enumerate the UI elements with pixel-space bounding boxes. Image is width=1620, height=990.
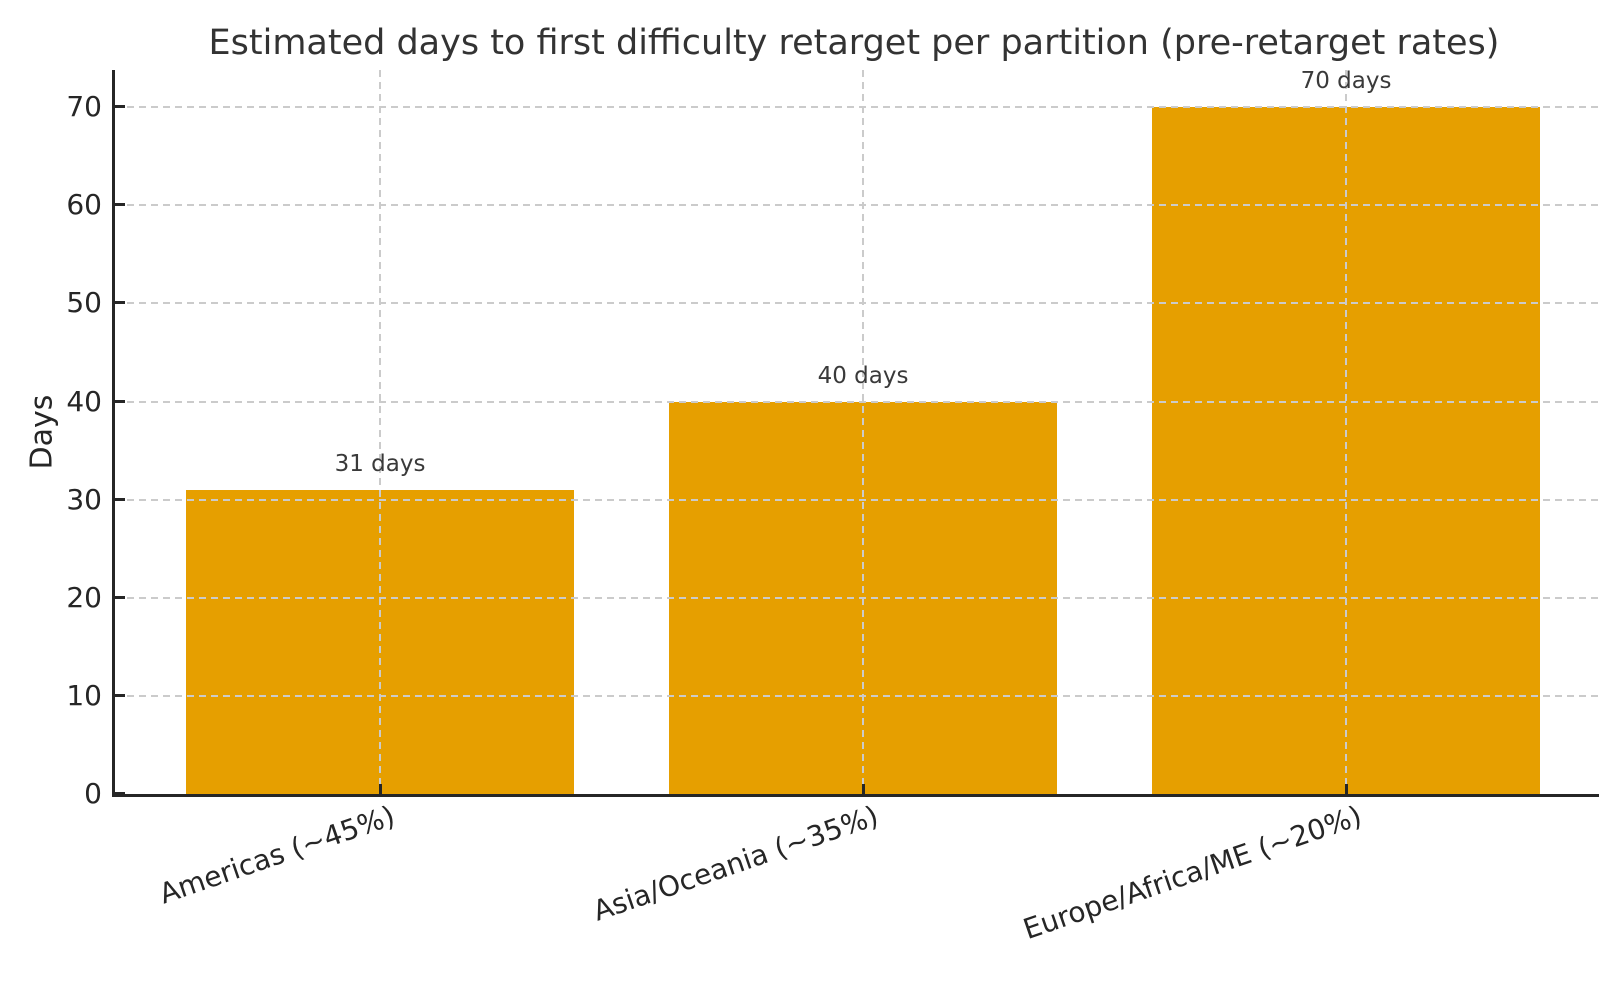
- x-axis-tick: [1345, 784, 1348, 794]
- gridline-horizontal: [115, 106, 1599, 108]
- y-axis-tick: [115, 400, 125, 403]
- gridline-horizontal: [115, 499, 1599, 501]
- gridline-horizontal: [115, 401, 1599, 403]
- y-tick-label: 40: [66, 385, 102, 418]
- y-axis-tick: [115, 792, 125, 795]
- x-tick-label: Americas (~45%): [155, 799, 400, 911]
- gridline-vertical: [862, 70, 864, 794]
- chart-title: Estimated days to first difficulty retar…: [208, 23, 1500, 63]
- gridline-horizontal: [115, 597, 1599, 599]
- gridline-horizontal: [115, 695, 1599, 697]
- x-tick-label: Asia/Oceania (~35%): [588, 799, 883, 928]
- bar-value-label: 40 days: [817, 363, 909, 389]
- gridline-horizontal: [115, 302, 1599, 304]
- plot-area: 31 days 40 days 70 days: [112, 68, 1599, 797]
- y-tick-label: 20: [66, 581, 102, 614]
- y-axis-tick: [115, 596, 125, 599]
- bar-value-label: 31 days: [334, 451, 426, 477]
- y-axis-tick: [115, 203, 125, 206]
- bar-value-label: 70 days: [1300, 68, 1392, 94]
- gridline-vertical: [1345, 70, 1347, 794]
- gridline-horizontal: [115, 204, 1599, 206]
- y-tick-label: 70: [66, 90, 102, 123]
- x-tick-label: Europe/Africa/ME (~20%): [1018, 799, 1366, 946]
- y-axis-tick: [115, 105, 125, 108]
- y-axis-tick: [115, 694, 125, 697]
- x-axis-tick: [379, 784, 382, 794]
- x-axis-tick: [862, 784, 865, 794]
- y-axis-tick: [115, 498, 125, 501]
- y-tick-label: 0: [84, 777, 102, 810]
- y-axis-tick: [115, 301, 125, 304]
- gridline-vertical: [379, 70, 381, 794]
- y-tick-label: 60: [66, 188, 102, 221]
- y-tick-label: 50: [66, 286, 102, 319]
- y-tick-label: 30: [66, 483, 102, 516]
- y-tick-label: 10: [66, 679, 102, 712]
